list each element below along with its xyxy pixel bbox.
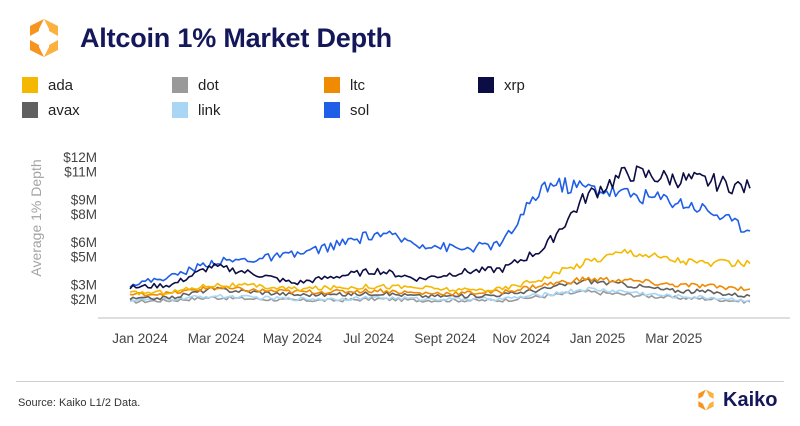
kaiko-logo-icon [698,389,714,411]
series-line-sol [129,177,751,288]
legend-label: ada [48,76,74,94]
y-tick-label: $6M [71,235,97,250]
y-tick-label: $8M [71,207,97,222]
legend-item-ltc: ltc [324,76,365,94]
legend-swatch [324,102,340,118]
series-line-avax [129,278,751,301]
legend-item-dot: dot [172,76,219,94]
brand-name: Kaiko [723,388,778,411]
x-tick-label: Sept 2024 [414,331,476,346]
x-tick-label: Mar 2025 [645,331,702,346]
line-chart: $2M$3M $5M$6M $8M$9M $11M$12M Jan 2024 Mar 20… [63,150,790,346]
legend-label: ltc [350,76,365,94]
legend-swatch [172,102,188,118]
legend-label: xrp [504,76,525,94]
legend-item-avax: avax [22,101,80,119]
legend-swatch [324,77,340,93]
footer-divider [16,381,784,382]
y-tick-label: $9M [71,193,97,208]
x-tick-label: Jul 2024 [343,331,395,346]
x-tick-label: Nov 2024 [492,331,550,346]
legend-label: link [198,101,221,119]
x-tick-label: Jan 2025 [570,331,626,346]
legend-label: sol [350,101,370,119]
y-tick-label: $5M [71,249,97,264]
series-line-link [129,286,751,303]
legend-item-xrp: xrp [478,76,525,94]
y-tick-label: $3M [71,278,97,293]
series-line-xrp [129,165,751,290]
y-tick-label: $2M [71,292,97,307]
series-line-dot [129,289,751,304]
y-tick-label: $11M [64,164,97,179]
page-title: Altcoin 1% Market Depth [80,23,392,53]
series-line-ada [129,248,751,296]
legend-item-sol: sol [324,101,369,119]
legend-swatch [22,102,38,118]
x-tick-label: Jan 2024 [112,331,168,346]
legend-swatch [172,77,188,93]
legend-swatch [22,77,38,93]
kaiko-logo-icon [30,19,58,57]
source-note: Source: Kaiko L1/2 Data. [18,397,141,409]
footer-brand: Kaiko [694,388,777,412]
series-line-ltc [129,276,751,297]
x-tick-label: May 2024 [263,331,323,346]
x-tick-label: Mar 2024 [188,331,246,346]
legend-label: dot [198,76,219,94]
legend-swatch [478,77,494,93]
legend-label: avax [48,101,80,119]
legend-item-ada: ada [22,76,73,94]
y-tick-label: $12M [63,150,97,165]
legend-item-link: link [172,101,221,119]
